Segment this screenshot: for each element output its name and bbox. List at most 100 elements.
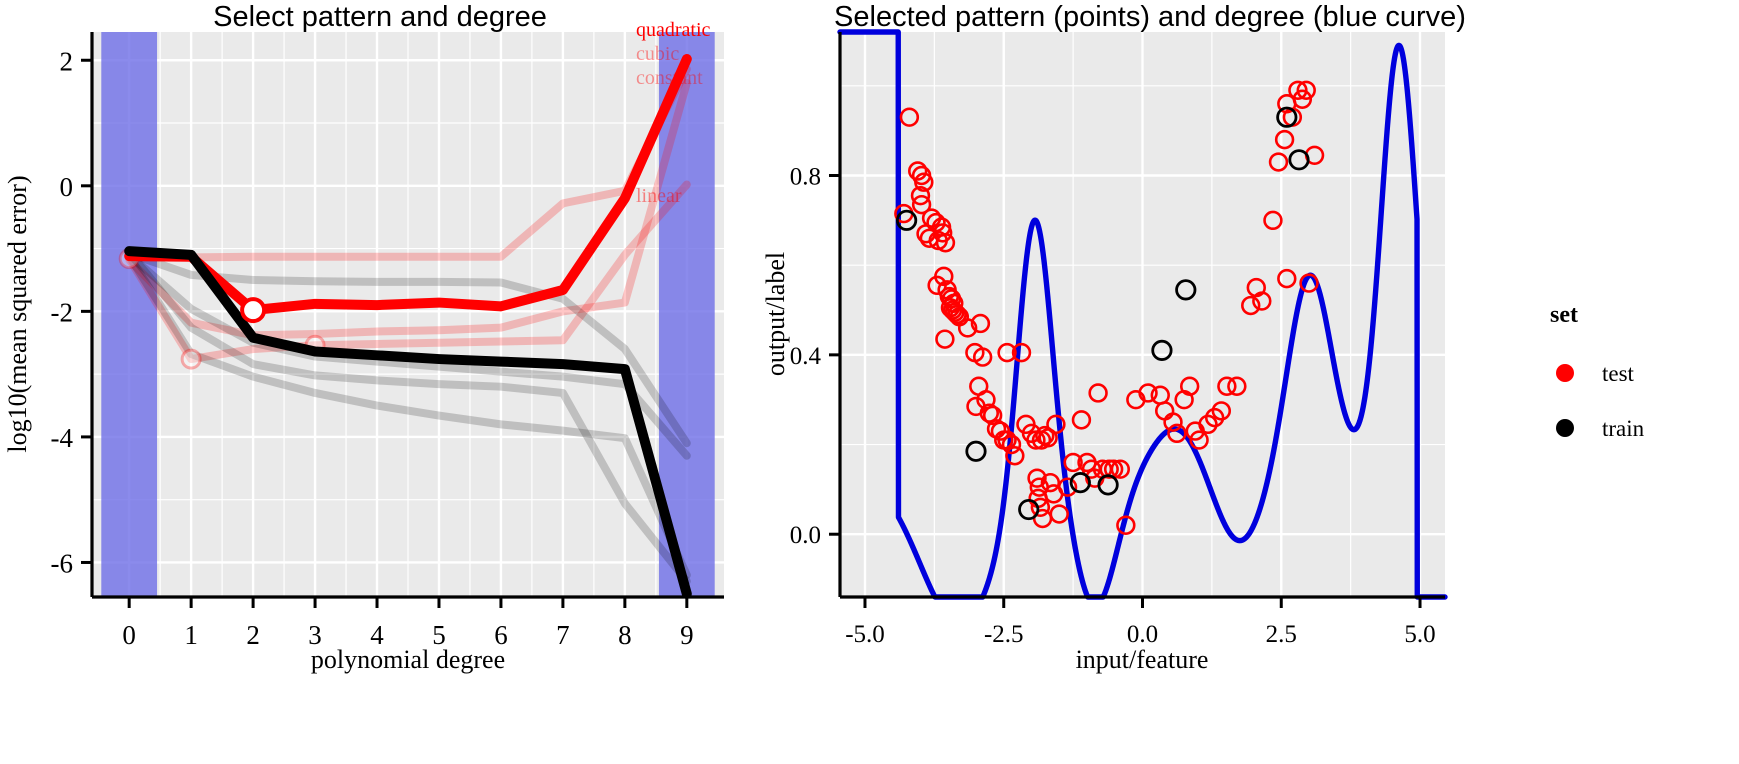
right-test-points (894, 80, 1325, 535)
right-grid (840, 32, 1445, 597)
data-point-test (1299, 273, 1319, 293)
right-chart-panel: Selected pattern (points) and degree (bl… (760, 0, 1739, 764)
left-chart-panel: Select pattern and degree quadratic cubi… (0, 0, 760, 764)
right-x-tick-label: -5.0 (845, 621, 885, 648)
data-point-test (1163, 412, 1183, 432)
data-point-test (935, 329, 955, 349)
data-point-test (1252, 291, 1272, 311)
legend-label-test: test (1602, 361, 1635, 386)
data-point-test (1217, 376, 1237, 396)
data-point-test (1179, 376, 1200, 396)
data-point-test (982, 405, 1003, 426)
curve-label-constant: constant (636, 67, 703, 89)
data-point-test (1040, 472, 1061, 493)
data-point-test (1277, 268, 1297, 289)
left-y-tick-label: -2 (51, 297, 74, 327)
left-y-tick-label: -6 (51, 548, 74, 578)
data-point-test (926, 212, 946, 233)
data-point-test (911, 194, 932, 215)
left-x-tick-label: 6 (494, 620, 508, 650)
data-point-test (910, 185, 931, 206)
data-point-test (1011, 342, 1032, 363)
data-point-test (997, 342, 1017, 363)
data-point-test (976, 390, 996, 410)
left-x-tick-label: 2 (246, 620, 260, 650)
data-point-test (1227, 376, 1247, 396)
data-point-test (1035, 425, 1055, 446)
data-point-train (1276, 106, 1298, 128)
data-point-test (957, 318, 978, 338)
data-point-train (1151, 339, 1173, 361)
left-selected-series (124, 53, 692, 599)
data-point-test (927, 275, 947, 296)
left-x-ticks: 0 1 2 3 4 5 6 7 8 9 (122, 597, 694, 650)
data-point-test (1071, 410, 1092, 430)
left-faded-series (125, 65, 691, 586)
data-point-test (1138, 383, 1158, 403)
data-point-test (1116, 515, 1136, 535)
data-point-test (1211, 401, 1232, 421)
right-chart-svg: Selected pattern (points) and degree (bl… (761, 1, 1645, 674)
right-y-tick-label: 0.4 (790, 343, 822, 370)
data-point-test (1274, 129, 1295, 150)
left-x-tick-label: 3 (308, 620, 322, 650)
data-point-train (965, 440, 987, 462)
left-selected-point-marker[interactable] (240, 297, 267, 324)
left-x-axis-label: polynomial degree (311, 645, 505, 674)
legend-item-train[interactable]: train (1556, 416, 1645, 441)
left-y-tick-label: -4 (51, 423, 74, 453)
left-highlight-bands (101, 32, 715, 597)
right-y-tick-label: 0.0 (790, 522, 821, 549)
data-point-train (1018, 498, 1040, 521)
right-y-tick-label: 0.8 (790, 163, 821, 190)
right-x-tick-label: 2.5 (1266, 621, 1297, 648)
right-chart-title: Selected pattern (points) and degree (bl… (834, 1, 1466, 33)
data-point-test (1241, 295, 1261, 316)
left-y-axis-label: log10(mean squared error) (3, 175, 32, 452)
legend: set test train (1550, 302, 1645, 441)
left-x-tick-label: 8 (618, 620, 632, 650)
left-x-tick-label: 9 (680, 620, 694, 650)
right-x-tick-label: 5.0 (1404, 621, 1435, 648)
left-x-tick-label: 7 (556, 620, 570, 650)
right-x-tick-label: -2.5 (984, 621, 1024, 648)
legend-label-train: train (1602, 416, 1645, 441)
data-point-test (1198, 414, 1218, 435)
data-point-test (1030, 497, 1051, 518)
left-x-tick-label: 0 (122, 620, 136, 650)
data-point-test (1057, 477, 1078, 497)
left-x-tick-label: 4 (370, 620, 384, 650)
data-point-test (1189, 430, 1209, 450)
left-y-ticks: 2 0 -2 -4 -6 (51, 46, 92, 578)
data-point-test (1027, 468, 1047, 488)
data-point-train (1097, 474, 1119, 496)
legend-swatch-train-icon (1556, 419, 1574, 437)
data-point-test (1263, 210, 1283, 231)
data-point-test (1063, 452, 1083, 473)
data-point-test (1049, 504, 1069, 524)
data-point-test (997, 430, 1017, 450)
data-point-test (1268, 152, 1289, 172)
data-point-test (1005, 446, 1025, 466)
data-point-test (1001, 434, 1022, 455)
left-x-tick-label: 1 (184, 620, 198, 650)
legend-title: set (1550, 302, 1578, 328)
data-point-test (947, 304, 967, 325)
data-point-test (1110, 459, 1130, 479)
legend-item-test[interactable]: test (1556, 361, 1635, 386)
data-point-train (1175, 279, 1197, 301)
data-point-test (935, 233, 956, 253)
data-point-test (1026, 430, 1046, 450)
data-point-test (945, 302, 965, 322)
data-point-test (1046, 414, 1066, 435)
curve-label-linear: linear (636, 185, 682, 207)
data-point-test (979, 403, 1000, 423)
data-point-test (970, 313, 991, 334)
data-point-test (914, 172, 934, 192)
right-x-ticks: -5.0 -2.5 0.0 2.5 5.0 (845, 597, 1436, 648)
right-y-ticks: 0.0 0.4 0.8 (790, 163, 840, 549)
data-point-test (972, 347, 993, 367)
data-point-train (1069, 472, 1091, 494)
right-y-axis-label: output/label (761, 252, 790, 376)
